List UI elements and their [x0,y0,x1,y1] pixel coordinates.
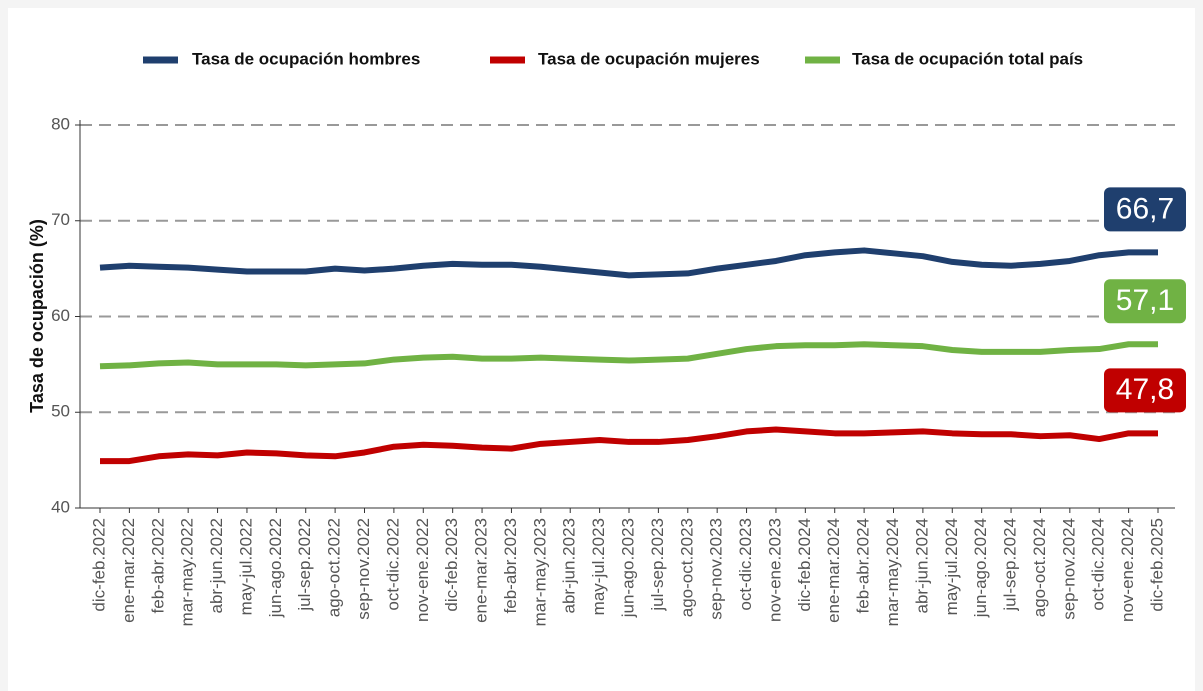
x-tick-label: feb-abr.2022 [148,518,167,613]
x-tick-label: nov-ene.2022 [413,518,432,622]
x-tick-label: feb-abr.2024 [854,518,873,613]
series-line [99,247,1158,279]
end-label: 57,1 [1116,284,1174,317]
end-label-box [1104,368,1186,413]
series-line [100,426,1158,465]
x-tick-label: may-jul.2023 [589,518,608,615]
x-tick-label: oct-dic.2024 [1089,518,1108,611]
x-tick-label: ene-mar.2024 [824,518,843,623]
legend-label: Tasa de ocupación mujeres [538,49,760,68]
x-tick-label: sep-nov.2023 [707,518,726,620]
x-tick-label: may-jul.2024 [942,518,961,615]
x-tick-label: sep-nov.2024 [1059,518,1078,620]
y-axis-label: Tasa de ocupación (%) [27,219,47,413]
x-tick-label: oct-dic.2023 [736,518,755,611]
x-tick-label: jul-sep.2024 [1001,518,1020,612]
x-tick-label: dic-feb.2022 [89,518,108,612]
x-tick-label: jul-sep.2023 [648,518,667,612]
end-label-box [1104,187,1186,232]
x-tick-label: jun-ago.2023 [618,518,637,618]
x-tick-label: ago-oct.2022 [325,518,344,617]
end-label: 47,8 [1116,373,1174,406]
x-tick-label: abr-jun.2024 [912,518,931,613]
x-tick-label: ago-oct.2024 [1030,518,1049,617]
x-tick-label: jul-sep.2022 [295,518,314,612]
x-tick-label: may-jul.2022 [236,518,255,615]
x-tick-label: jun-ago.2022 [266,518,285,618]
x-tick-label: jun-ago.2024 [971,518,990,618]
x-tick-label: mar-may.2022 [178,518,197,626]
end-label-box [1104,279,1186,324]
legend-label: Tasa de ocupación total país [852,49,1083,68]
end-label: 66,7 [1116,192,1174,225]
x-tick-label: ene-mar.2023 [472,518,491,623]
x-tick-label: ago-oct.2023 [677,518,696,617]
y-tick-label: 50 [51,402,70,421]
y-tick-label: 60 [51,306,70,325]
x-tick-label: oct-dic.2022 [383,518,402,611]
x-tick-label: mar-may.2024 [883,518,902,626]
x-tick-label: abr-jun.2022 [207,518,226,613]
x-tick-label: abr-jun.2023 [560,518,579,613]
x-tick-label: dic-feb.2024 [795,518,814,612]
x-tick-label: mar-may.2023 [530,518,549,626]
x-tick-label: dic-feb.2025 [1147,518,1166,612]
x-tick-label: sep-nov.2022 [354,518,373,620]
x-tick-label: feb-abr.2023 [501,518,520,613]
y-tick-label: 40 [51,497,70,516]
x-tick-label: ene-mar.2022 [119,518,138,623]
series-line [99,341,1158,370]
x-tick-label: nov-ene.2024 [1118,518,1137,622]
x-tick-label: nov-ene.2023 [765,518,784,622]
y-tick-label: 70 [51,210,70,229]
y-tick-label: 80 [51,114,70,133]
legend-label: Tasa de ocupación hombres [192,49,420,68]
x-tick-label: dic-feb.2023 [442,518,461,612]
